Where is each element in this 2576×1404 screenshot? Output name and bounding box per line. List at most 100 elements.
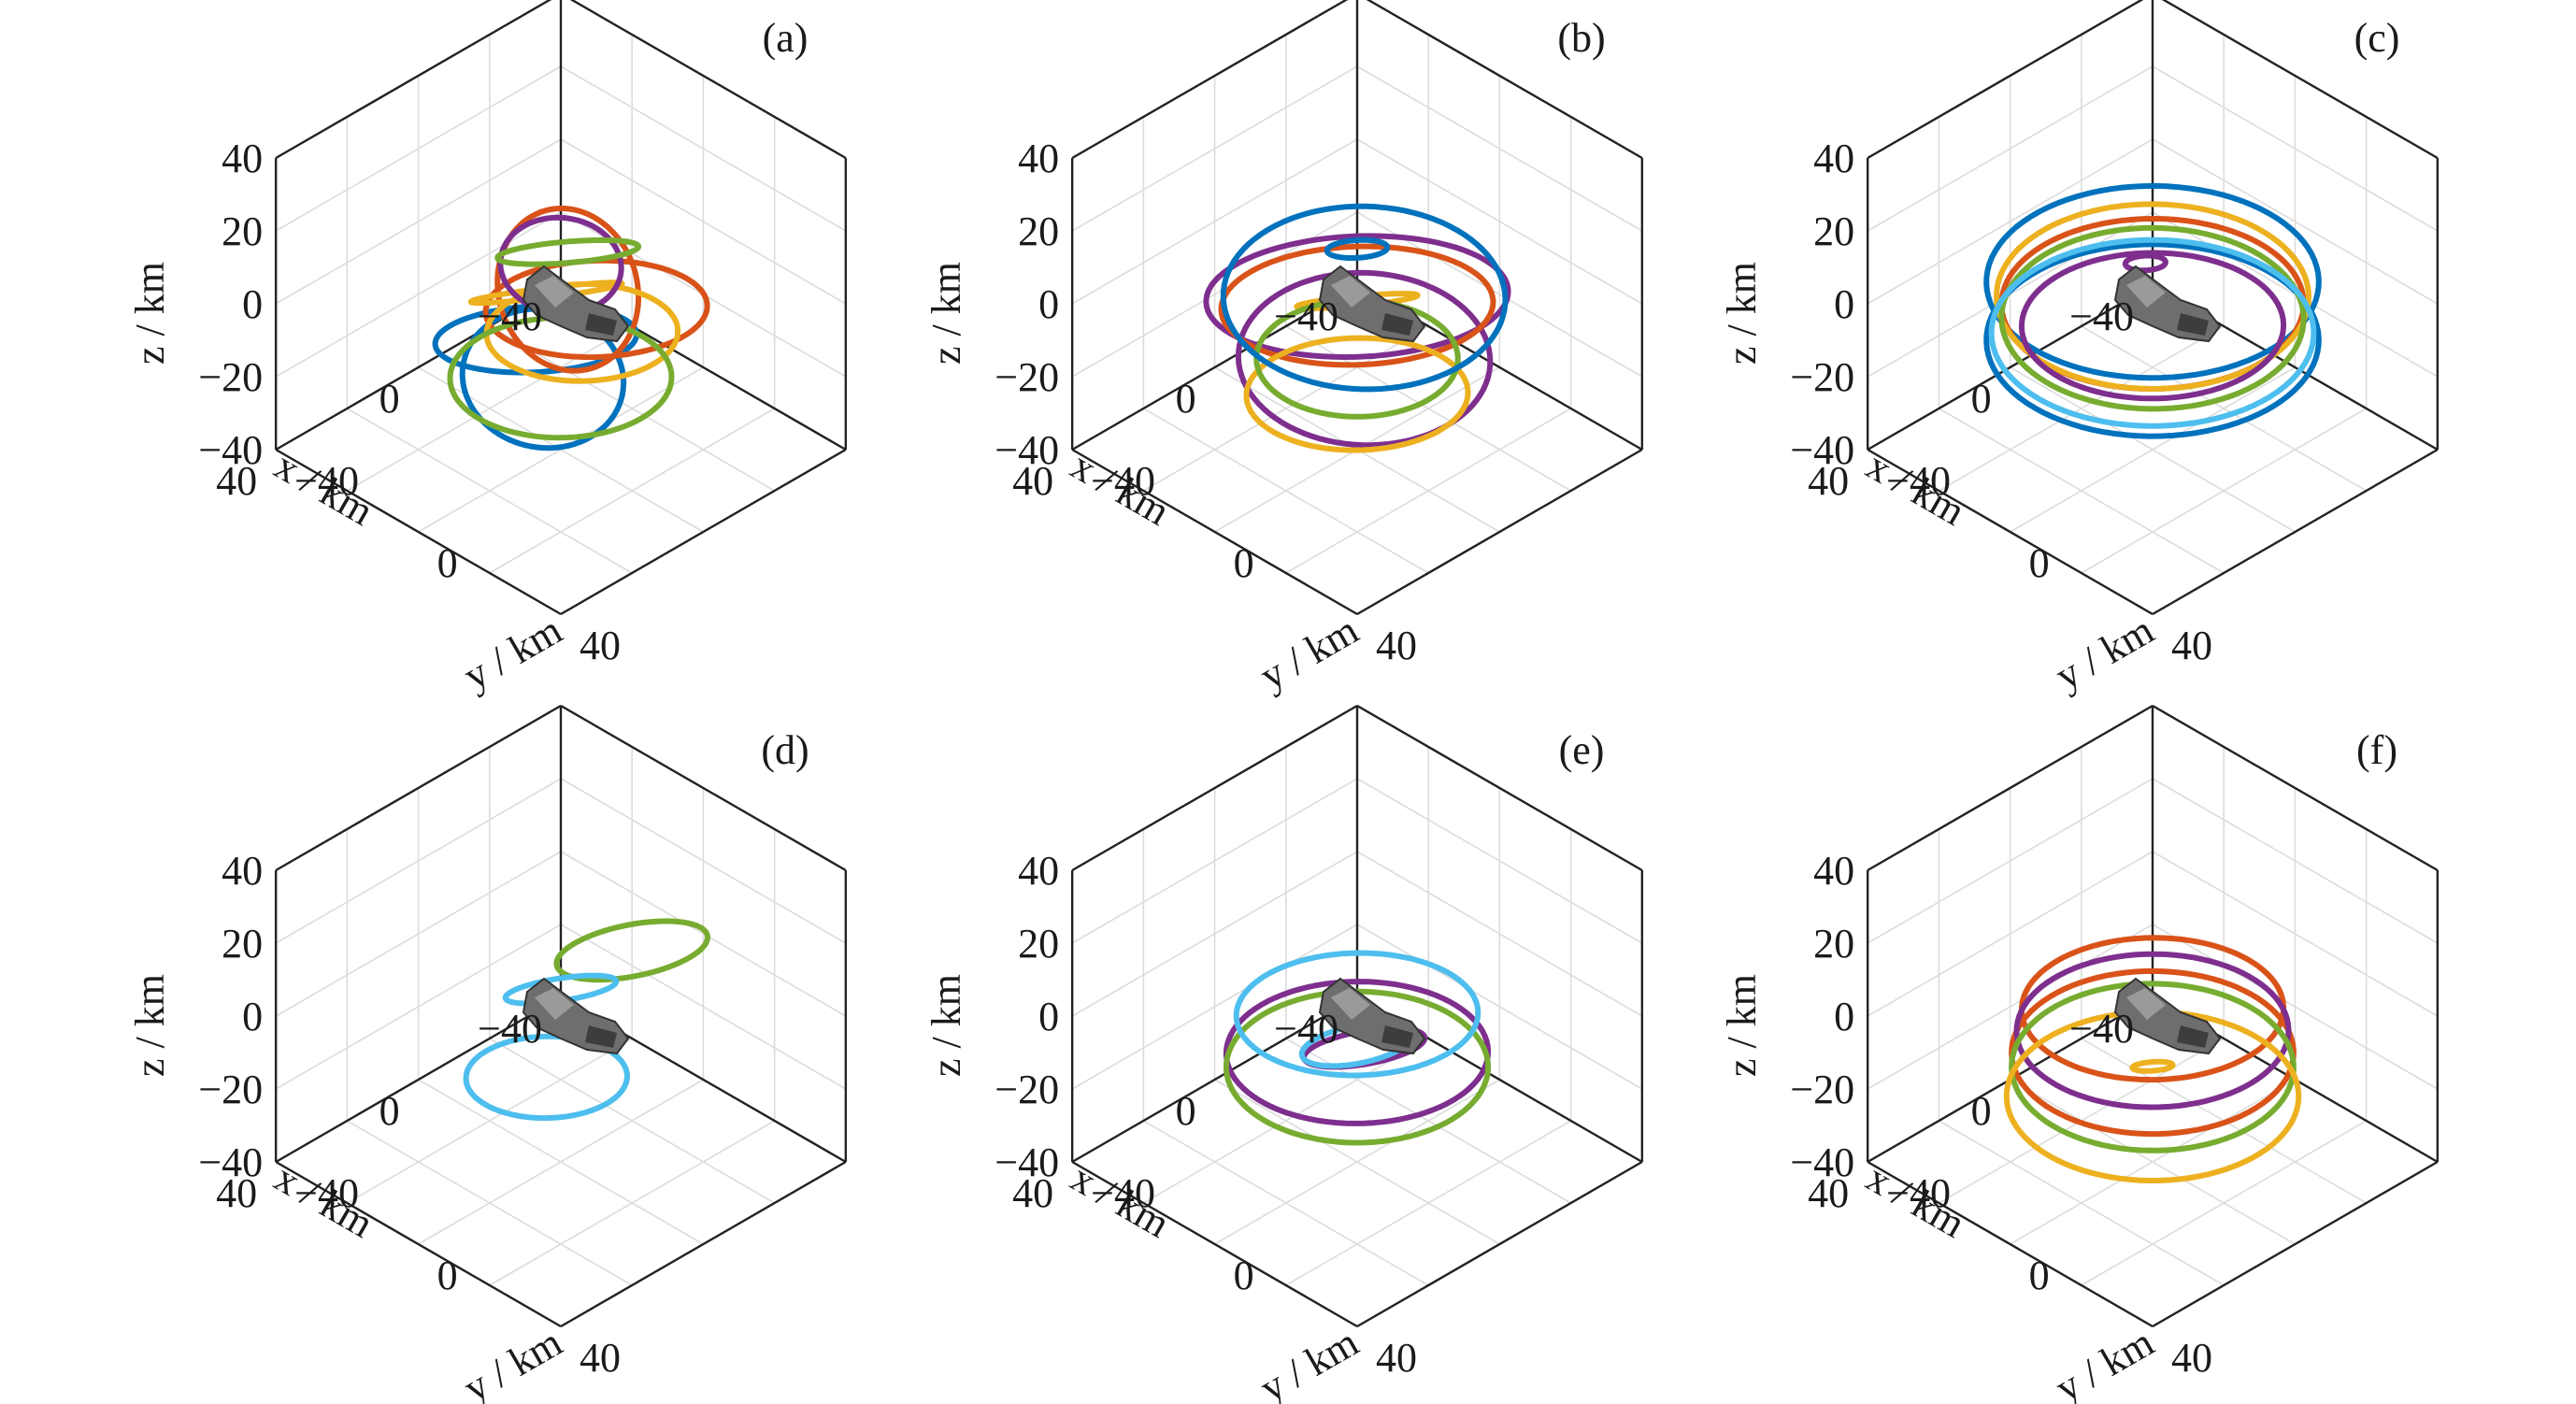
y-tick-label: 0 (1234, 1253, 1254, 1298)
trajectory-line (1983, 182, 2322, 381)
z-tick-label: −20 (1790, 1067, 1854, 1112)
axis-edge (275, 0, 552, 160)
z-axis-label: z / km (1719, 262, 1765, 365)
z-tick-label: 0 (1038, 994, 1059, 1039)
y-tick-label: −40 (294, 1170, 359, 1216)
axis-edge (275, 448, 562, 616)
y-tick-label: 40 (2171, 623, 2212, 668)
grid-line (560, 778, 847, 944)
x-tick-label: 0 (379, 1088, 400, 1134)
grid-line (489, 1120, 776, 1286)
trajectory-line (1203, 233, 1511, 360)
z-tick-label: 20 (222, 208, 263, 254)
y-tick-label: 0 (2029, 1253, 2050, 1298)
grid-line (1142, 1120, 1429, 1286)
y-tick-label: −40 (294, 458, 359, 504)
grid-line (2010, 366, 2296, 533)
axis-edge (1356, 448, 1643, 616)
y-tick-label: 0 (437, 540, 458, 586)
z-tick-label: −40 (198, 1139, 263, 1185)
x-axis-label: x / km (1859, 1154, 1973, 1247)
grid-line (1938, 1120, 2225, 1286)
asteroid-highlight (535, 276, 574, 308)
x-axis-label: x / km (267, 442, 381, 535)
y-tick-label: 0 (2029, 540, 2050, 586)
grid-line (2152, 138, 2439, 305)
z-tick-label: −20 (198, 354, 263, 400)
grid-line (1867, 138, 2154, 305)
grid-line (1867, 65, 2154, 232)
z-tick-label: 0 (1834, 281, 1854, 327)
grid-line (1356, 138, 1643, 305)
trajectory-line (1220, 203, 1509, 393)
y-tick-label: −40 (1091, 458, 1155, 504)
x-tick-label: −40 (1274, 1006, 1338, 1052)
axis-edge (2152, 448, 2439, 616)
trajectory-line (2129, 1058, 2176, 1074)
axis-edge (2161, 0, 2439, 160)
z-tick-label: −40 (995, 1139, 1059, 1185)
z-tick-label: 0 (1834, 994, 1854, 1039)
grid-line (2081, 408, 2368, 574)
axis-edge (560, 1160, 847, 1328)
axis-edge (1867, 448, 2154, 616)
x-tick-label: −40 (478, 1006, 542, 1052)
x-tick-label: 40 (1012, 1170, 1053, 1216)
grid-line (1356, 851, 1643, 1017)
z-axis-label: z / km (923, 262, 969, 365)
axis-edge (1867, 704, 2154, 872)
trajectory-line (502, 972, 620, 1007)
grid-line (275, 65, 562, 232)
z-tick-label: 20 (222, 921, 263, 967)
x-tick-label: 0 (1971, 1088, 1992, 1134)
grid-line (418, 1079, 704, 1245)
asteroid-shadow (2177, 1025, 2209, 1048)
axis-edge (560, 704, 847, 872)
x-axis-label: x / km (1064, 1154, 1178, 1247)
panel-label: (e) (1559, 727, 1605, 773)
y-tick-label: 0 (437, 1253, 458, 1298)
grid-line (346, 408, 633, 574)
y-tick-label: −40 (1886, 1170, 1951, 1216)
trajectory-line (2013, 951, 2292, 1110)
axis-edge (2152, 704, 2439, 872)
y-tick-label: −40 (1091, 1170, 1155, 1216)
z-tick-label: 40 (1018, 848, 1059, 894)
grid-line (1867, 778, 2154, 944)
axis-edge (1867, 283, 2154, 451)
z-tick-label: −40 (198, 427, 263, 473)
grid-line (1867, 851, 2154, 1017)
y-axis-label: y / km (455, 607, 569, 699)
grid-line (560, 65, 847, 232)
x-axis-label: x / km (1064, 442, 1178, 535)
axis-edge (1071, 448, 1358, 616)
axis-edge (1071, 283, 1358, 451)
grid-line (1938, 408, 2225, 574)
trajectory-line (447, 314, 675, 441)
trajectory-line (2018, 250, 2287, 402)
x-tick-label: 40 (216, 1170, 257, 1216)
panel-label: (b) (1557, 15, 1605, 61)
z-tick-label: 40 (1813, 848, 1854, 894)
asteroid-highlight (1331, 988, 1370, 1020)
grid-line (1071, 851, 1358, 1017)
axis-edge (1071, 0, 1349, 160)
grid-line (1214, 1079, 1500, 1245)
asteroid-shadow (585, 1025, 617, 1048)
y-axis-label: y / km (1252, 607, 1366, 699)
y-axis-label: y / km (455, 1319, 569, 1404)
grid-line (560, 851, 847, 1017)
axis-edge (1867, 1160, 2154, 1328)
asteroid-shadow (2177, 313, 2209, 336)
trajectory-line (1233, 950, 1481, 1079)
asteroid-shadow (1381, 1025, 1413, 1048)
grid-line (2081, 1120, 2368, 1286)
z-tick-label: 20 (1813, 208, 1854, 254)
z-tick-label: 40 (222, 848, 263, 894)
y-tick-label: 40 (1376, 623, 1417, 668)
trajectory-line (1223, 979, 1492, 1126)
z-tick-label: −40 (1790, 1139, 1854, 1185)
